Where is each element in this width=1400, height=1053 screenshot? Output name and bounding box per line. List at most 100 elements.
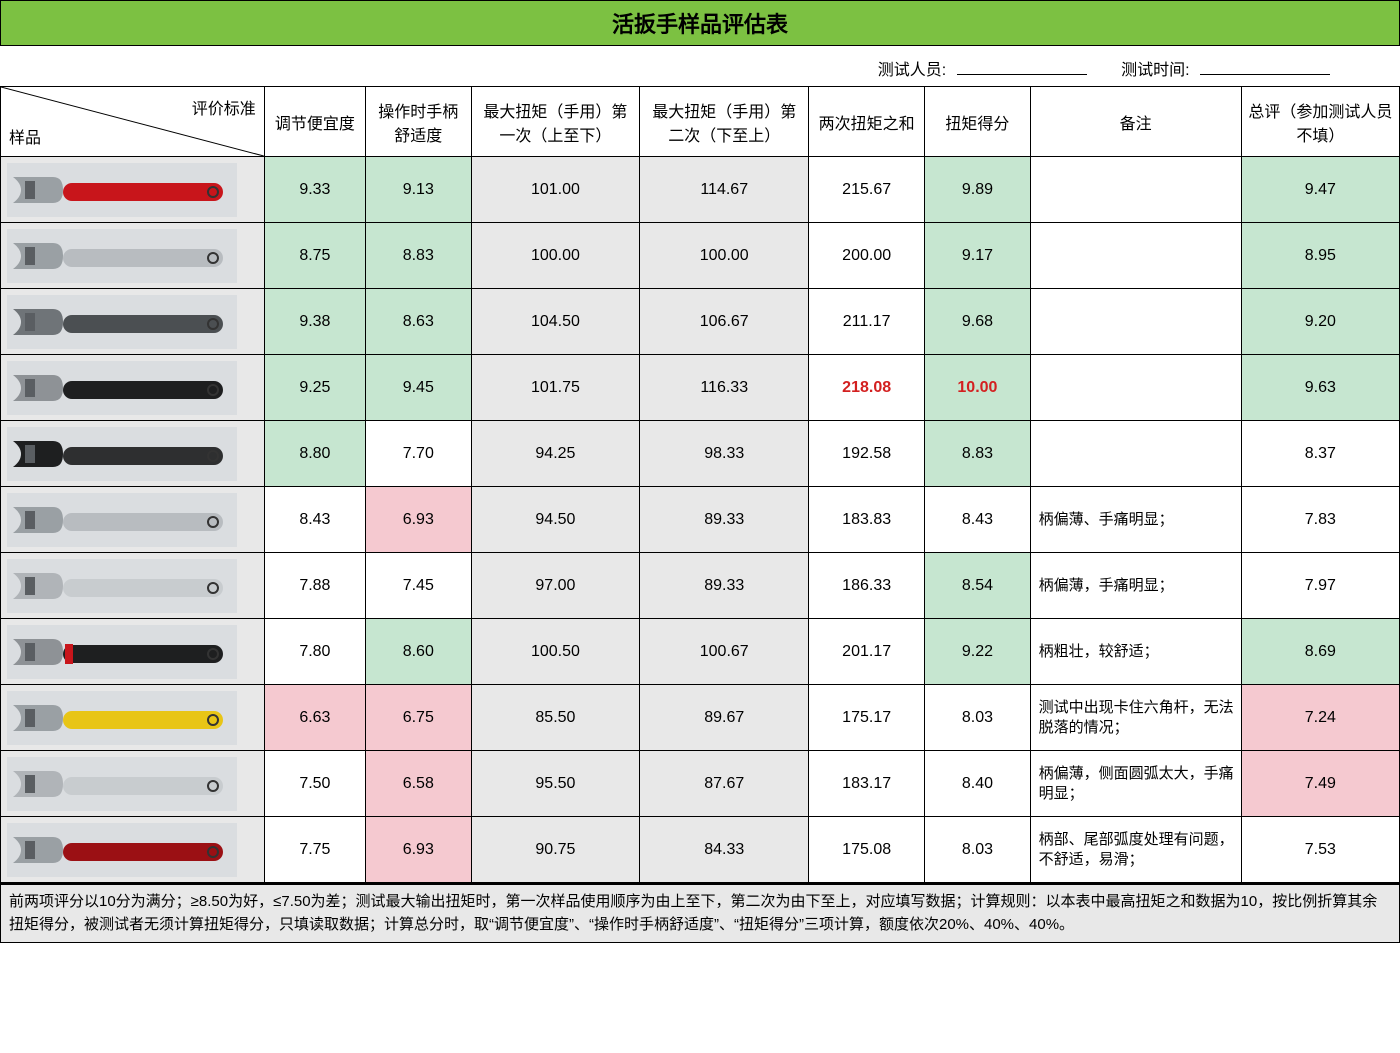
cell-remark <box>1030 223 1241 289</box>
col-torque2: 最大扭矩（手用）第二次（下至上） <box>640 87 809 157</box>
tester-label: 测试人员: <box>878 62 946 79</box>
cell-sum: 201.17 <box>809 619 925 685</box>
sample-image <box>1 421 265 487</box>
table-row: 9.339.13101.00114.67215.679.899.47 <box>1 157 1400 223</box>
sample-image <box>1 751 265 817</box>
cell-total: 9.63 <box>1241 355 1399 421</box>
sample-image <box>1 289 265 355</box>
cell-comfort: 6.75 <box>366 685 472 751</box>
cell-torque1: 100.00 <box>471 223 640 289</box>
cell-score: 10.00 <box>925 355 1031 421</box>
cell-sum: 215.67 <box>809 157 925 223</box>
cell-adjust: 8.75 <box>264 223 365 289</box>
cell-adjust: 8.80 <box>264 421 365 487</box>
cell-torque2: 100.00 <box>640 223 809 289</box>
cell-sum: 192.58 <box>809 421 925 487</box>
cell-remark <box>1030 157 1241 223</box>
cell-total: 8.95 <box>1241 223 1399 289</box>
tester-blank <box>957 74 1087 75</box>
cell-total: 7.53 <box>1241 817 1399 883</box>
cell-torque2: 98.33 <box>640 421 809 487</box>
sample-image <box>1 817 265 883</box>
cell-adjust: 6.63 <box>264 685 365 751</box>
cell-comfort: 6.58 <box>366 751 472 817</box>
col-score: 扭矩得分 <box>925 87 1031 157</box>
table-row: 7.756.9390.7584.33175.088.03柄部、尾部弧度处理有问题… <box>1 817 1400 883</box>
cell-remark <box>1030 355 1241 421</box>
diag-criteria-label: 评价标准 <box>192 95 256 119</box>
col-comfort: 操作时手柄舒适度 <box>366 87 472 157</box>
cell-torque2: 89.33 <box>640 553 809 619</box>
cell-score: 8.43 <box>925 487 1031 553</box>
cell-adjust: 7.88 <box>264 553 365 619</box>
col-total: 总评（参加测试人员不填） <box>1241 87 1399 157</box>
cell-remark: 柄偏薄，手痛明显； <box>1030 553 1241 619</box>
cell-comfort: 8.83 <box>366 223 472 289</box>
cell-remark: 柄部、尾部弧度处理有问题，不舒适，易滑； <box>1030 817 1241 883</box>
cell-torque2: 114.67 <box>640 157 809 223</box>
col-adjust: 调节便宜度 <box>264 87 365 157</box>
cell-sum: 175.08 <box>809 817 925 883</box>
cell-sum: 175.17 <box>809 685 925 751</box>
cell-sum: 186.33 <box>809 553 925 619</box>
cell-comfort: 8.63 <box>366 289 472 355</box>
cell-torque1: 85.50 <box>471 685 640 751</box>
evaluation-table: 样品 评价标准 调节便宜度 操作时手柄舒适度 最大扭矩（手用）第一次（上至下） … <box>0 86 1400 883</box>
cell-torque1: 100.50 <box>471 619 640 685</box>
header-diagonal: 样品 评价标准 <box>1 87 265 157</box>
col-remark: 备注 <box>1030 87 1241 157</box>
table-row: 8.758.83100.00100.00200.009.178.95 <box>1 223 1400 289</box>
cell-comfort: 9.45 <box>366 355 472 421</box>
cell-torque2: 89.33 <box>640 487 809 553</box>
sample-image <box>1 157 265 223</box>
table-row: 7.808.60100.50100.67201.179.22柄粗壮，较舒适；8.… <box>1 619 1400 685</box>
time-blank <box>1200 74 1330 75</box>
cell-adjust: 8.43 <box>264 487 365 553</box>
cell-sum: 218.08 <box>809 355 925 421</box>
cell-torque2: 116.33 <box>640 355 809 421</box>
cell-torque2: 87.67 <box>640 751 809 817</box>
table-row: 6.636.7585.5089.67175.178.03测试中出现卡住六角杆，无… <box>1 685 1400 751</box>
table-row: 9.388.63104.50106.67211.179.689.20 <box>1 289 1400 355</box>
cell-adjust: 9.25 <box>264 355 365 421</box>
cell-remark <box>1030 421 1241 487</box>
cell-score: 9.17 <box>925 223 1031 289</box>
cell-remark <box>1030 289 1241 355</box>
cell-torque2: 84.33 <box>640 817 809 883</box>
cell-score: 8.40 <box>925 751 1031 817</box>
cell-comfort: 7.70 <box>366 421 472 487</box>
footer-notes: 前两项评分以10分为满分；≥8.50为好，≤7.50为差；测试最大输出扭矩时，第… <box>0 883 1400 943</box>
cell-total: 9.20 <box>1241 289 1399 355</box>
cell-total: 7.24 <box>1241 685 1399 751</box>
cell-adjust: 7.50 <box>264 751 365 817</box>
cell-sum: 183.17 <box>809 751 925 817</box>
cell-score: 9.68 <box>925 289 1031 355</box>
cell-total: 8.69 <box>1241 619 1399 685</box>
time-label: 测试时间: <box>1121 62 1189 79</box>
sample-image <box>1 619 265 685</box>
cell-torque1: 101.75 <box>471 355 640 421</box>
sample-image <box>1 355 265 421</box>
cell-comfort: 8.60 <box>366 619 472 685</box>
cell-adjust: 9.33 <box>264 157 365 223</box>
cell-torque1: 95.50 <box>471 751 640 817</box>
cell-torque1: 97.00 <box>471 553 640 619</box>
cell-torque1: 94.25 <box>471 421 640 487</box>
table-row: 9.259.45101.75116.33218.0810.00 9.63 <box>1 355 1400 421</box>
page-title: 活扳手样品评估表 <box>0 0 1400 46</box>
sample-image <box>1 685 265 751</box>
cell-comfort: 6.93 <box>366 487 472 553</box>
cell-total: 8.37 <box>1241 421 1399 487</box>
cell-sum: 200.00 <box>809 223 925 289</box>
cell-comfort: 7.45 <box>366 553 472 619</box>
cell-torque1: 101.00 <box>471 157 640 223</box>
cell-score: 8.03 <box>925 685 1031 751</box>
cell-remark: 柄偏薄、手痛明显； <box>1030 487 1241 553</box>
col-torque1: 最大扭矩（手用）第一次（上至下） <box>471 87 640 157</box>
cell-torque1: 104.50 <box>471 289 640 355</box>
cell-remark: 柄偏薄，侧面圆弧太大，手痛明显； <box>1030 751 1241 817</box>
cell-score: 8.03 <box>925 817 1031 883</box>
diag-sample-label: 样品 <box>9 124 41 148</box>
sample-image <box>1 553 265 619</box>
cell-total: 7.97 <box>1241 553 1399 619</box>
